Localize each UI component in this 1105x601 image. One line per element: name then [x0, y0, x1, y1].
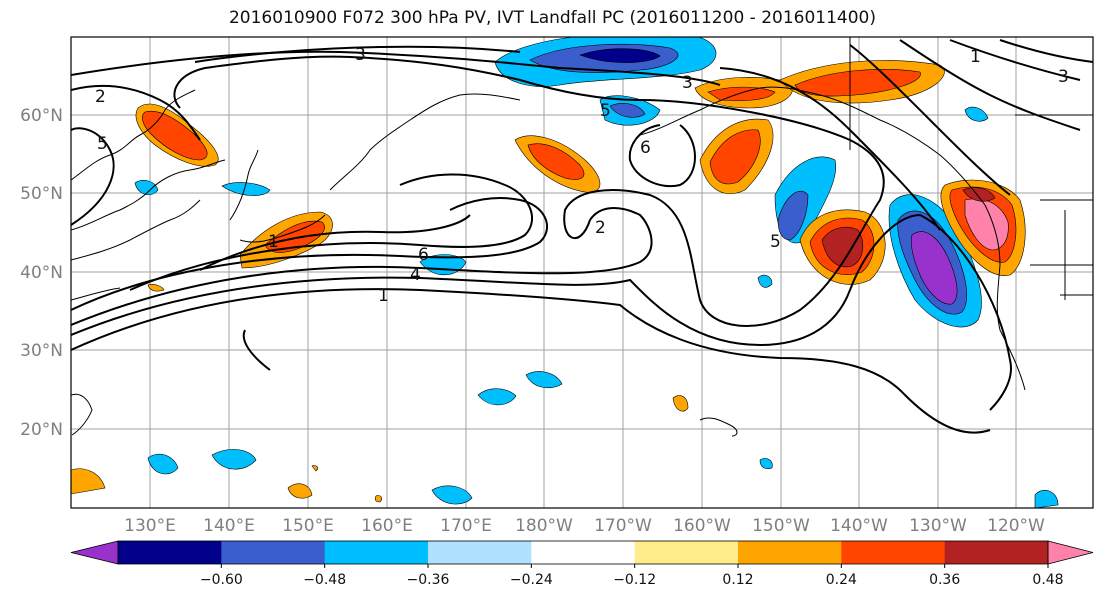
colorbar-tick-label: −0.48 — [303, 572, 346, 588]
map-frame — [70, 36, 1094, 509]
lon-label-150e: 150°E — [282, 516, 334, 536]
contour-label: 5 — [770, 232, 781, 252]
lon-label-160e: 160°E — [361, 516, 413, 536]
contour-label: 6 — [640, 138, 651, 158]
lon-label-140w: 140°W — [830, 516, 888, 536]
lon-label-170w: 170°W — [594, 516, 652, 536]
lon-label-140e: 140°E — [203, 516, 255, 536]
contour-label: 3 — [682, 73, 693, 93]
colorbar-segment — [428, 541, 532, 564]
contour-label: 1 — [378, 286, 389, 306]
latitude-labels: 60°N 50°N 40°N 30°N 20°N — [20, 106, 63, 440]
contour-labels: 3 2 5 5 6 1 3 2 6 4 1 5 1 3 — [95, 45, 1069, 306]
colorbar-tick-label: 0.12 — [722, 572, 753, 588]
lon-label-150w: 150°W — [752, 516, 810, 536]
colorbar — [70, 540, 1094, 565]
gridlines — [71, 37, 1093, 508]
contour-label: 1 — [268, 232, 279, 252]
colorbar-extend-min — [70, 540, 119, 565]
contour-label: 3 — [1058, 67, 1069, 87]
longitude-labels: 130°E 140°E 150°E 160°E 170°E 180°W 170°… — [124, 516, 1045, 536]
colorbar-tick-label: 0.48 — [1032, 572, 1063, 588]
lat-label-50n: 50°N — [20, 184, 63, 204]
lon-label-170e: 170°E — [440, 516, 492, 536]
colorbar-segment — [221, 541, 326, 564]
lat-label-60n: 60°N — [20, 106, 63, 126]
lat-label-40n: 40°N — [20, 263, 63, 283]
colorbar-tick-labels: −0.60 −0.48 −0.36 −0.24 −0.12 0.12 0.24 0.36 0.4… — [200, 564, 1064, 588]
lon-label-180w: 180°W — [515, 516, 573, 536]
colorbar-tick-label: −0.12 — [613, 572, 656, 588]
coastlines — [71, 37, 1093, 437]
ivt-contours — [71, 39, 1093, 434]
lon-label-130w: 130°W — [909, 516, 967, 536]
colorbar-segment — [634, 541, 739, 564]
colorbar-segment — [738, 541, 842, 564]
colorbar-segment — [841, 541, 946, 564]
contour-label: 2 — [95, 87, 106, 107]
lon-label-160w: 160°W — [673, 516, 731, 536]
contour-label: 5 — [97, 134, 108, 154]
colorbar-segment — [118, 541, 222, 564]
colorbar-tick-label: 0.36 — [929, 572, 960, 588]
map-title: 2016010900 F072 300 hPa PV, IVT Landfall… — [228, 8, 876, 28]
colorbar-tick-label: −0.24 — [510, 572, 553, 588]
colorbar-segment — [944, 541, 1049, 564]
colorbar-extend-max — [1047, 540, 1094, 565]
contour-label: 1 — [970, 47, 981, 67]
colorbar-segment — [324, 541, 429, 564]
contour-label: 3 — [355, 45, 366, 65]
lon-label-120w: 120°W — [987, 516, 1045, 536]
contour-label: 2 — [595, 218, 606, 238]
contour-label: 6 — [418, 245, 429, 265]
lat-label-30n: 30°N — [20, 341, 63, 361]
contour-label: 4 — [410, 265, 421, 285]
colorbar-tick-label: −0.36 — [407, 572, 450, 588]
colorbar-segment — [531, 541, 636, 564]
lon-label-130e: 130°E — [124, 516, 176, 536]
colorbar-tick-label: −0.60 — [200, 572, 243, 588]
colorbar-tick-label: 0.24 — [826, 572, 857, 588]
contour-label: 5 — [600, 101, 611, 121]
colorbar-outline — [117, 540, 1049, 565]
lat-label-20n: 20°N — [20, 420, 63, 440]
